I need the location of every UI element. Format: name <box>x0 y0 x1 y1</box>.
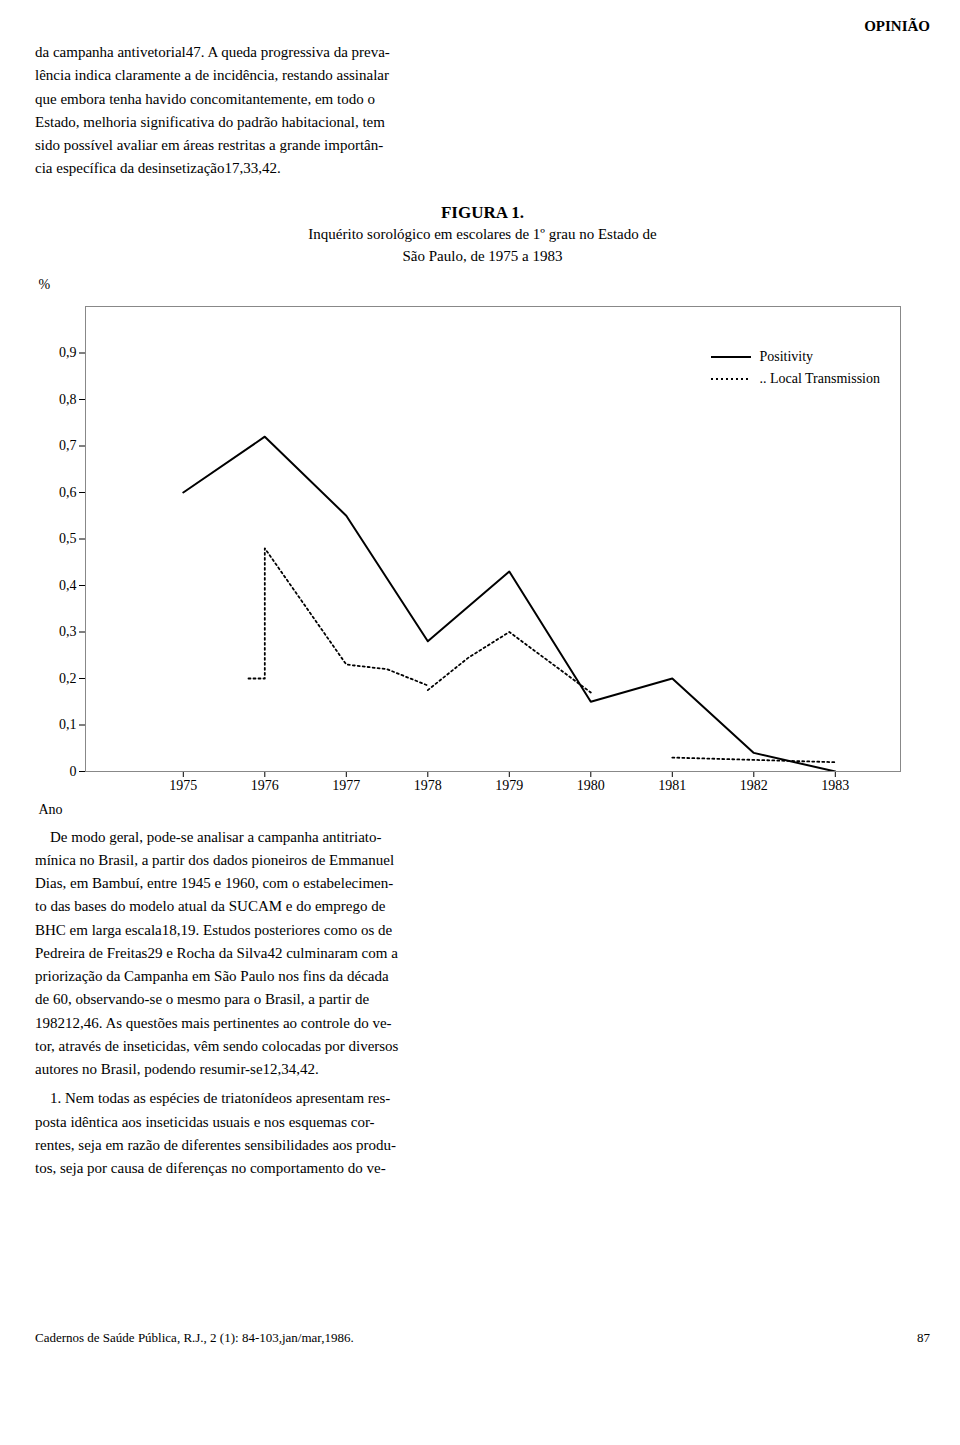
svg-text:1982: 1982 <box>740 778 768 793</box>
html-text:Cadernos de Saúde Pública, R.J: Cadernos de Saúde Pública, R.J., 2 (1): … <box>35 1330 354 1346</box>
svg-text:0,2: 0,2 <box>59 670 77 685</box>
html-text:Positivity: Positivity <box>759 348 814 364</box>
svg-text:0,4: 0,4 <box>59 577 77 592</box>
html-text:.. Local Transmission: .. Local Transmission <box>759 370 880 386</box>
svg-text:0,1: 0,1 <box>59 717 77 732</box>
svg-text:1976: 1976 <box>251 778 279 793</box>
svg-text:1978: 1978 <box>414 778 442 793</box>
html-text:da campanha antivetorial47. A: da campanha antivetorial47. A queda prog… <box>35 44 390 177</box>
svg-text:1975: 1975 <box>169 778 197 793</box>
svg-text:0,9: 0,9 <box>59 345 77 360</box>
svg-text:0,8: 0,8 <box>59 391 77 406</box>
svg-text:0: 0 <box>70 763 77 778</box>
html-text:1. Nem todas as espécies de tr: 1. Nem todas as espécies de triatonídeos… <box>35 1090 397 1176</box>
svg-text:0,7: 0,7 <box>59 438 77 453</box>
html-text:São Paulo, de 1975 a 1983: São Paulo, de 1975 a 1983 <box>402 248 563 264</box>
svg-text:0,5: 0,5 <box>59 531 77 546</box>
html-text:87: 87 <box>917 1330 930 1346</box>
svg-text:1977: 1977 <box>332 778 360 793</box>
html-text:Inquérito sorológico em escola: Inquérito sorológico em escolares de 1º … <box>308 225 657 242</box>
svg-text:0,3: 0,3 <box>59 624 77 639</box>
svg-text:1980: 1980 <box>577 778 605 793</box>
svg-text:1981: 1981 <box>658 778 686 793</box>
html-text:FIGURA 1.: FIGURA 1. <box>440 202 525 222</box>
svg-text:1979: 1979 <box>495 778 523 793</box>
svg-text:0,6: 0,6 <box>59 484 77 499</box>
svg-text:Ano: Ano <box>39 801 63 816</box>
svg-text:%: % <box>39 277 51 292</box>
html-text:De modo geral, pode-se analisa: De modo geral, pode-se analisar a campan… <box>35 828 399 1077</box>
html-text:OPINIÃO: OPINIÃO <box>864 18 930 34</box>
svg-text:1983: 1983 <box>821 778 849 793</box>
